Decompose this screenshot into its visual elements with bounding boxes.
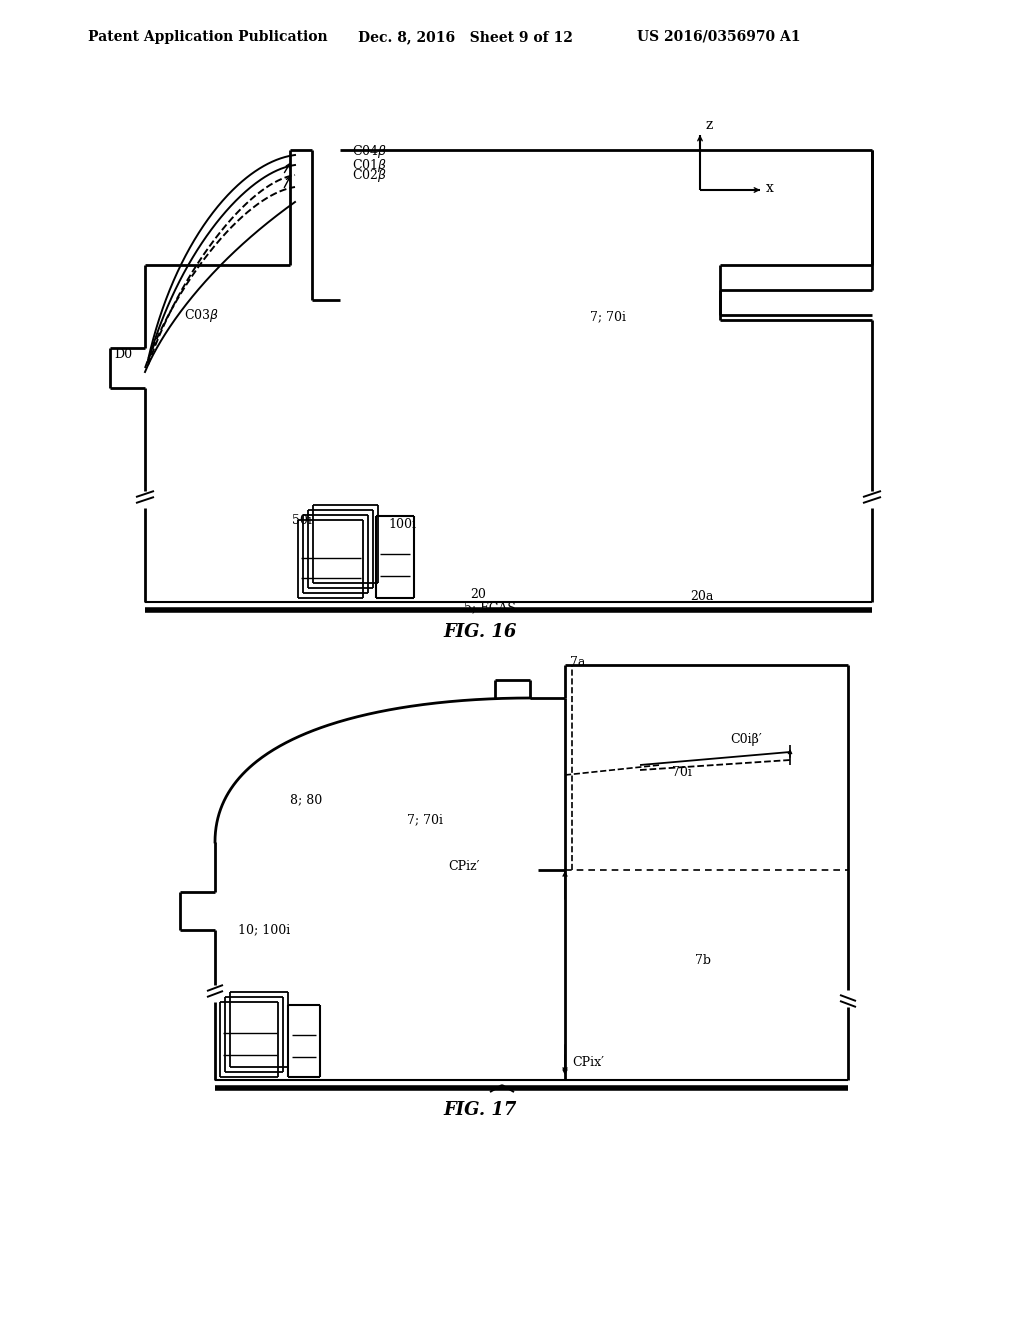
Text: C03$\beta$: C03$\beta$ — [184, 306, 219, 323]
Text: US 2016/0356970 A1: US 2016/0356970 A1 — [637, 30, 801, 44]
Text: FIG. 17: FIG. 17 — [443, 1101, 517, 1119]
Text: C02$\beta$: C02$\beta$ — [352, 168, 387, 185]
Text: 7; 70i: 7; 70i — [407, 813, 443, 826]
Text: 10; 100i: 10; 100i — [238, 924, 290, 936]
Text: 7b: 7b — [695, 953, 711, 966]
Text: Dec. 8, 2016   Sheet 9 of 12: Dec. 8, 2016 Sheet 9 of 12 — [358, 30, 572, 44]
Text: 100i: 100i — [388, 519, 416, 532]
Text: C04$\beta$: C04$\beta$ — [352, 144, 387, 161]
Text: 5; FCAS: 5; FCAS — [464, 602, 516, 615]
Text: C0iβ′: C0iβ′ — [730, 734, 762, 747]
Text: FIG. 16: FIG. 16 — [443, 623, 517, 642]
Text: 70i: 70i — [672, 766, 692, 779]
Text: D0: D0 — [114, 347, 132, 360]
Text: 8; 80: 8; 80 — [290, 793, 323, 807]
Text: 7a: 7a — [570, 656, 586, 668]
Text: z: z — [705, 117, 713, 132]
Text: C01$\beta$: C01$\beta$ — [352, 157, 387, 173]
Text: 20a: 20a — [690, 590, 714, 602]
Text: Patent Application Publication: Patent Application Publication — [88, 30, 328, 44]
Text: 50i: 50i — [292, 513, 312, 527]
Text: CPiz′: CPiz′ — [449, 861, 480, 874]
Text: 7; 70i: 7; 70i — [590, 310, 626, 323]
Text: 20: 20 — [470, 587, 486, 601]
Text: CPix′: CPix′ — [572, 1056, 604, 1068]
Text: x: x — [766, 181, 774, 195]
